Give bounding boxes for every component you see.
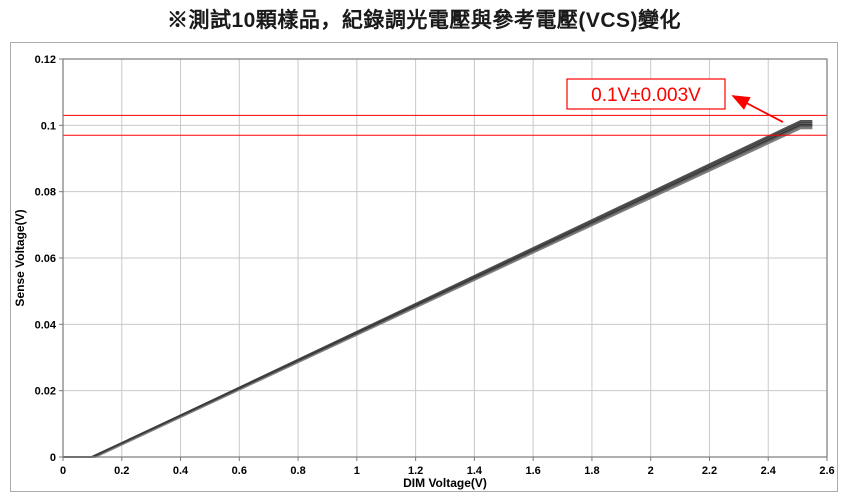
annotation-text: 0.1V±0.003V xyxy=(591,85,701,106)
annotation-arrow xyxy=(731,95,784,123)
y-tick-label: 0.12 xyxy=(35,54,56,66)
annotation-box xyxy=(566,78,726,110)
y-tick-label: 0.08 xyxy=(35,187,56,199)
x-tick-label: 1 xyxy=(354,465,360,477)
x-tick-label: 0.6 xyxy=(232,465,247,477)
x-tick-label: 1.2 xyxy=(408,465,423,477)
x-tick-label: 0.4 xyxy=(173,465,189,477)
line-chart: 0 0.2 0.4 0.6 0.8 1 1.2 1.4 1.6 1.8 2 2.2 2.4 2.6 0 0.0… xyxy=(13,54,835,490)
x-axis-title: DIM Voltage(V) xyxy=(403,476,487,490)
chart-title: ※測試10顆樣品，紀錄調光電壓與參考電壓(VCS)變化 xyxy=(166,9,682,32)
y-tick-label: 0 xyxy=(50,452,56,464)
x-tick-label: 2.2 xyxy=(702,465,717,477)
x-tick-label: 0 xyxy=(60,465,66,477)
y-tick-label: 0.02 xyxy=(35,386,56,398)
y-tick-label: 0.06 xyxy=(35,253,56,265)
x-tick-label: 2.4 xyxy=(761,465,777,477)
y-tick-label: 0.04 xyxy=(35,319,57,331)
y-axis-title: Sense Voltage(V) xyxy=(13,209,27,306)
chart-area: 0 0.2 0.4 0.6 0.8 1 1.2 1.4 1.6 1.8 2 2.2 2.4 2.6 0 0.0… xyxy=(10,42,838,492)
x-tick-label: 2.6 xyxy=(819,465,834,477)
x-tick-label: 1.4 xyxy=(467,465,483,477)
x-tick-label: 2 xyxy=(648,465,654,477)
x-tick-label: 0.2 xyxy=(114,465,129,477)
y-tick-label: 0.1 xyxy=(41,120,56,132)
x-tick-label: 1.6 xyxy=(526,465,541,477)
x-tick-label: 0.8 xyxy=(290,465,305,477)
x-tick-label: 1.8 xyxy=(584,465,599,477)
